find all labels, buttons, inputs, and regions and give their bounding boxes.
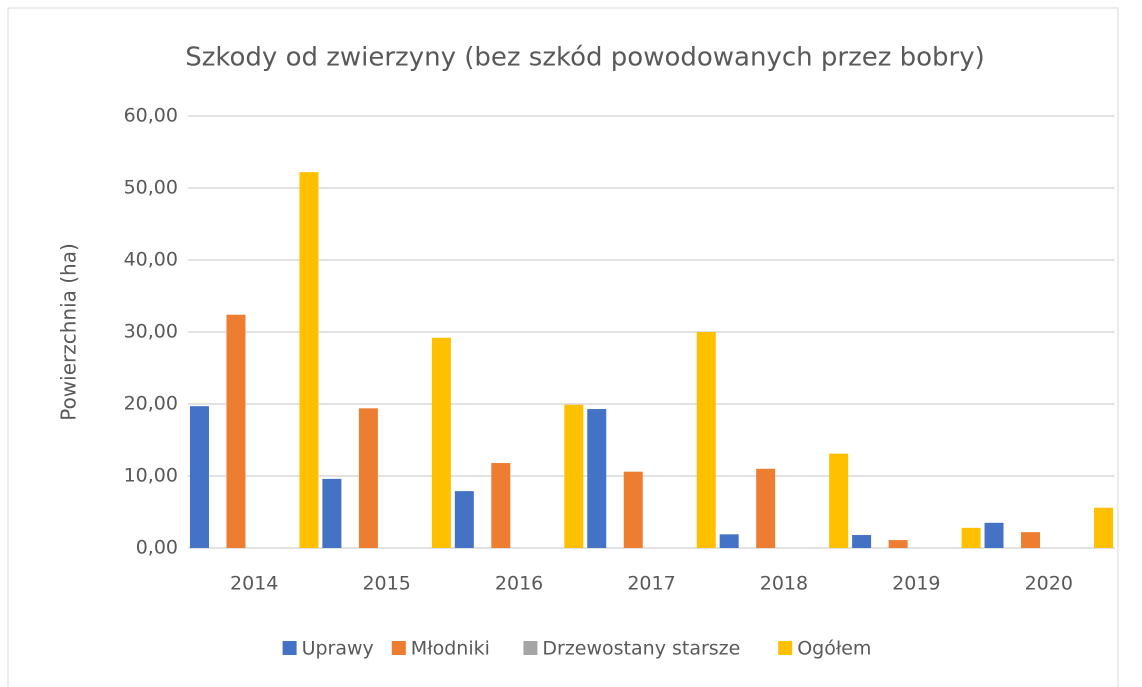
- y-tick-label: 10,00: [124, 465, 178, 487]
- legend-label: Młodniki: [411, 638, 490, 660]
- bar: [1021, 532, 1041, 548]
- bar: [587, 409, 607, 548]
- x-tick-label: 2014: [230, 573, 278, 595]
- x-tick-label: 2020: [1025, 573, 1073, 595]
- bar: [358, 408, 378, 548]
- bar: [756, 468, 776, 548]
- bar: [454, 491, 474, 548]
- bar: [852, 535, 872, 548]
- x-tick-label: 2015: [362, 573, 410, 595]
- bar: [226, 314, 246, 548]
- bar: [623, 471, 643, 548]
- bar: [299, 172, 319, 548]
- legend-swatch: [523, 641, 538, 655]
- bar: [564, 404, 584, 548]
- legend-label: Drzewostany starsze: [542, 638, 740, 660]
- x-tick-label: 2017: [627, 573, 675, 595]
- bar: [829, 453, 849, 548]
- legend-label: Ogółem: [797, 638, 871, 660]
- bar: [431, 337, 451, 548]
- bar: [189, 406, 209, 548]
- bar: [491, 463, 511, 548]
- x-tick-label: 2019: [892, 573, 940, 595]
- legend-label: Uprawy: [302, 638, 374, 660]
- bar: [696, 332, 716, 548]
- x-tick-label: 2018: [760, 573, 808, 595]
- y-tick-label: 30,00: [124, 321, 178, 343]
- bar: [984, 522, 1004, 548]
- y-tick-label: 40,00: [124, 249, 178, 271]
- x-tick-label: 2016: [495, 573, 543, 595]
- bar: [888, 540, 908, 548]
- y-tick-label: 60,00: [124, 105, 178, 127]
- bar: [719, 534, 739, 548]
- y-tick-label: 50,00: [124, 177, 178, 199]
- legend-swatch: [282, 641, 297, 655]
- y-axis-label: Powierzchnia (ha): [57, 243, 81, 421]
- bar: [1094, 507, 1114, 548]
- chart-frame: [7, 7, 1119, 687]
- chart-title: Szkody od zwierzyny (bez szkód powodowan…: [185, 43, 985, 73]
- y-tick-label: 0,00: [136, 537, 178, 559]
- bar: [322, 478, 342, 548]
- legend-swatch: [778, 641, 793, 655]
- y-tick-label: 20,00: [124, 393, 178, 415]
- legend-swatch: [391, 641, 406, 655]
- bar: [961, 527, 981, 548]
